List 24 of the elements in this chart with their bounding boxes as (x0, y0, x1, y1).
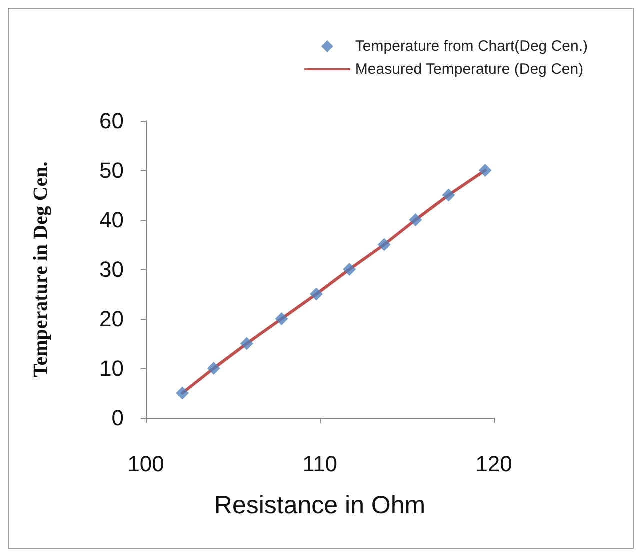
y-tick-label: 50 (100, 158, 124, 183)
point (378, 238, 391, 252)
y-tick-label: 30 (100, 257, 124, 282)
point (442, 188, 456, 202)
point (207, 362, 220, 375)
legend-label: Temperature from Chart(Deg Cen.) (355, 38, 588, 55)
point (343, 263, 356, 276)
y-tick-label: 20 (100, 306, 124, 332)
y-tick-label: 0 (112, 406, 124, 430)
y-tick-label: 60 (100, 108, 124, 134)
x-tick-label: 110 (302, 452, 338, 476)
point (176, 386, 190, 400)
point (409, 214, 422, 226)
y-tick-label: 40 (100, 208, 124, 232)
y-tick-label: 10 (100, 356, 124, 381)
point (310, 288, 324, 301)
point (275, 312, 288, 326)
y-axis-title: Temperature in Deg Cen. (30, 162, 52, 378)
point (240, 337, 254, 350)
x-axis-title: Resistance in Ohm (214, 492, 426, 520)
legend-label: Measured Temperature (Deg Cen) (355, 61, 584, 78)
x-tick-label: 100 (128, 452, 164, 476)
x-tick-label: 120 (476, 452, 512, 476)
point (478, 164, 492, 177)
